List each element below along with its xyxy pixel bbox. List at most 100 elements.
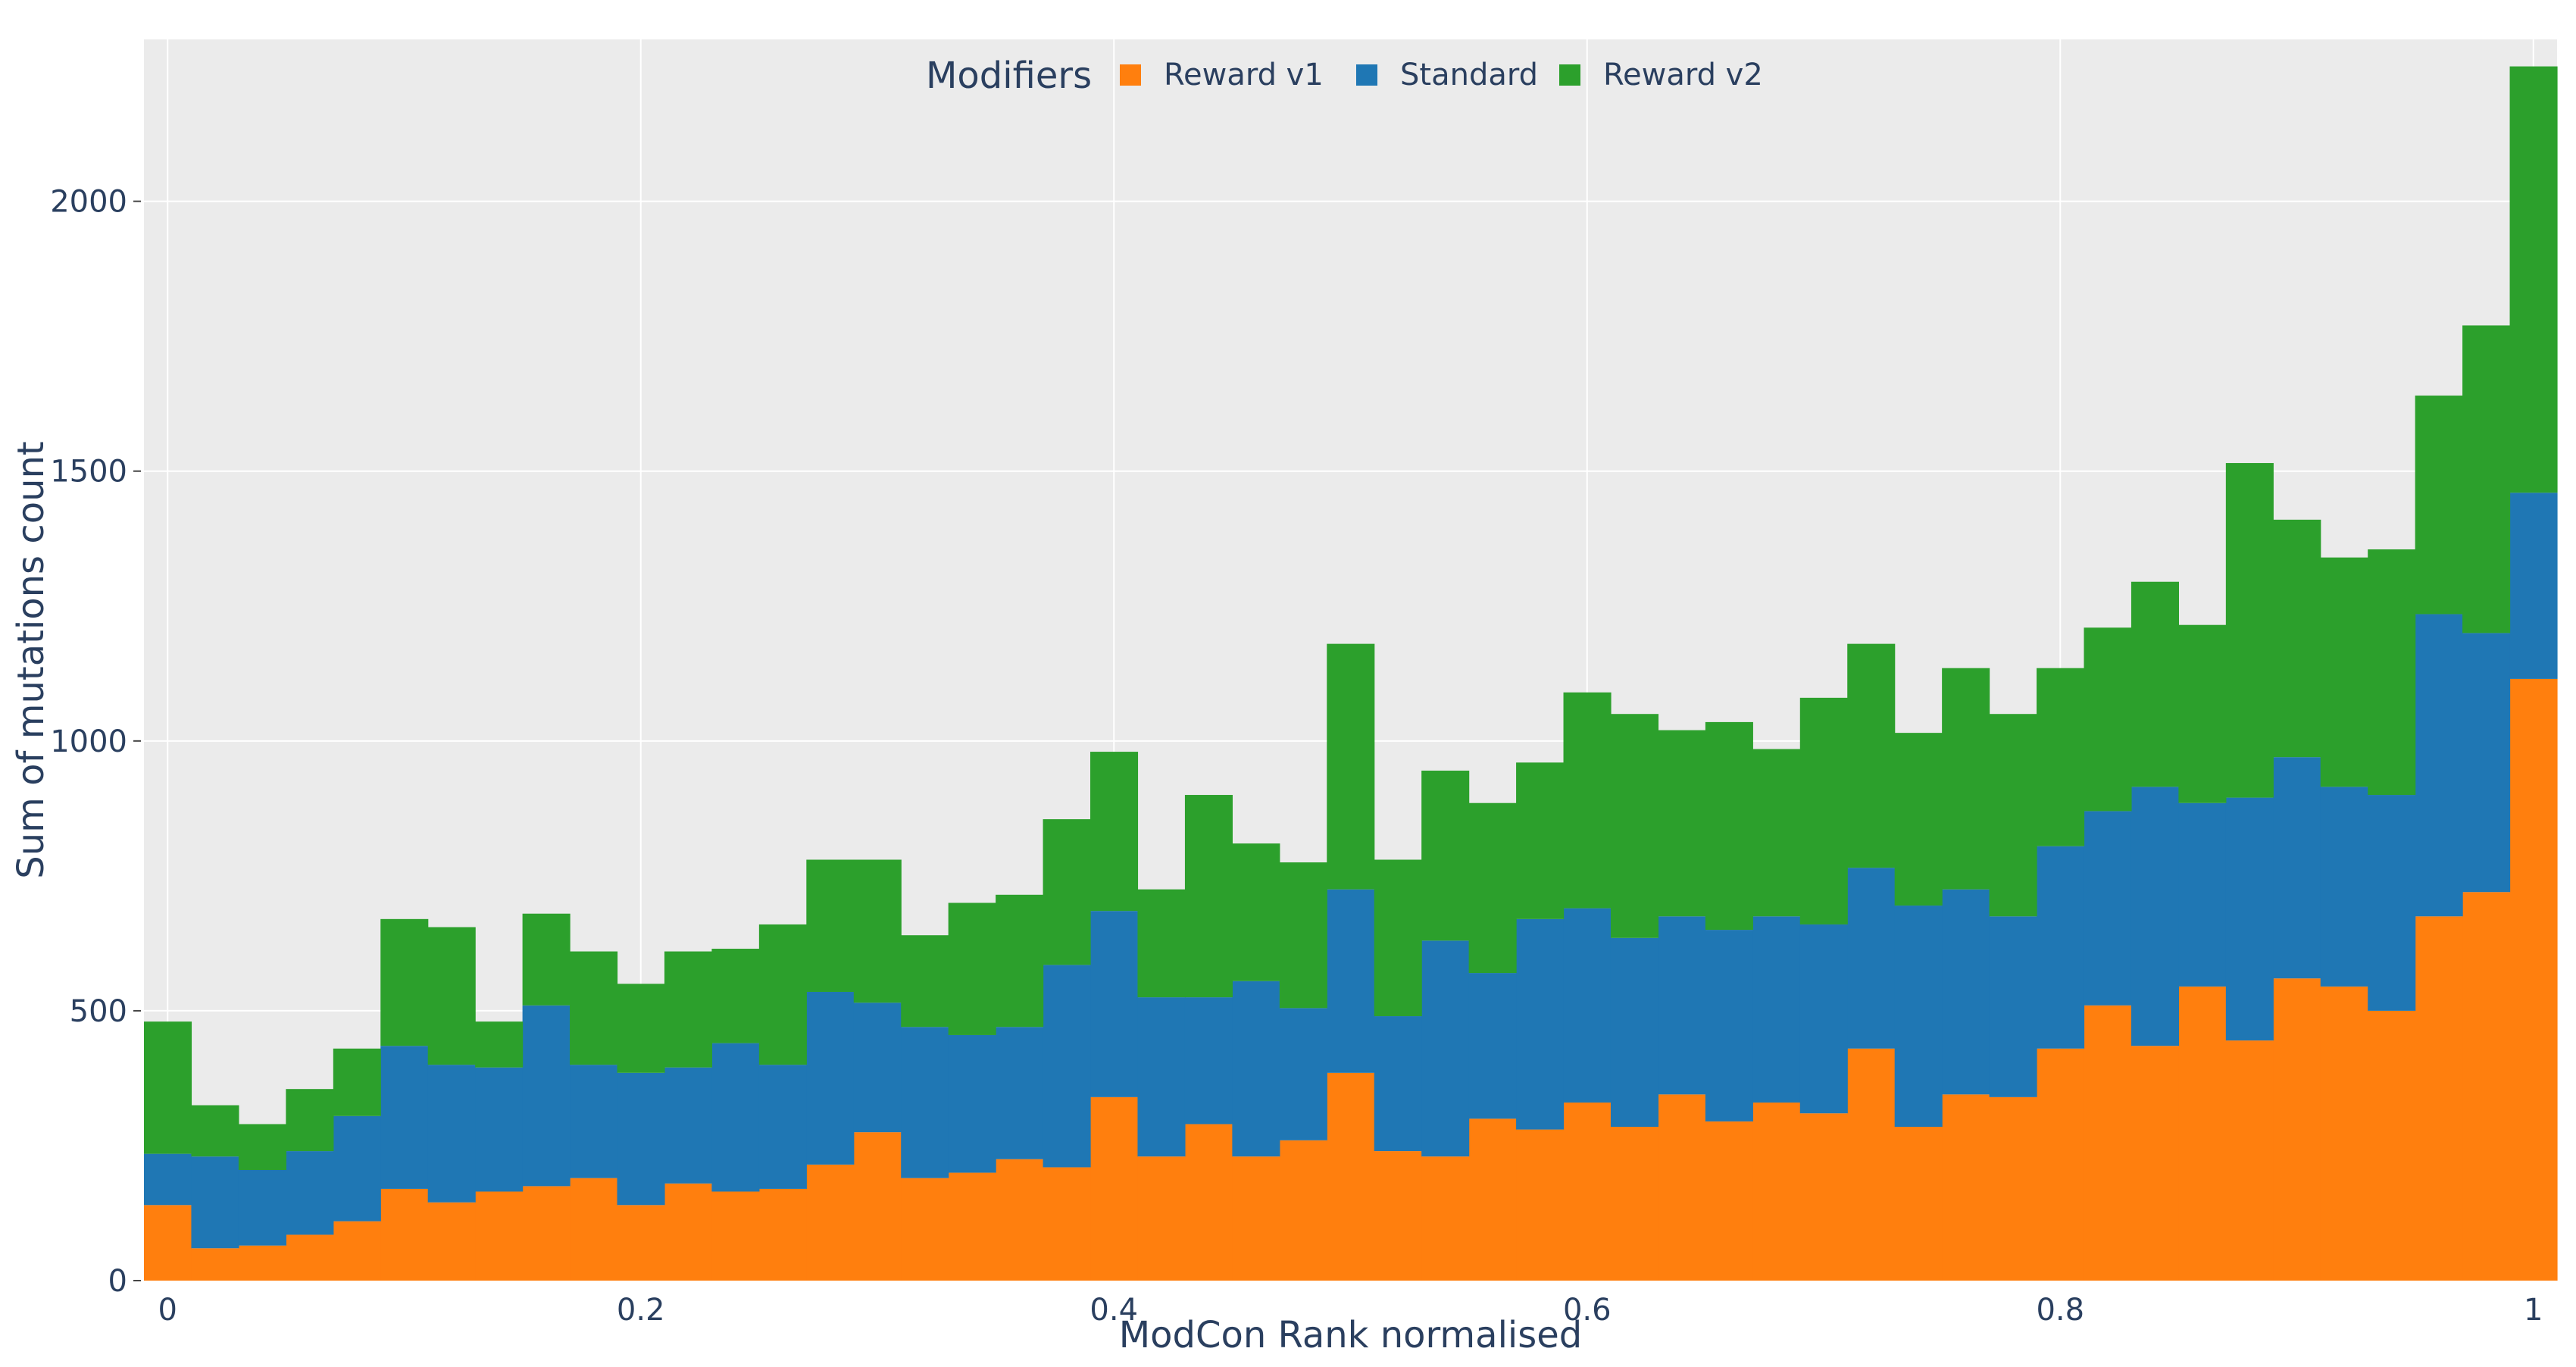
bar-reward-v2 — [664, 951, 713, 1068]
bar-standard — [1658, 916, 1706, 1095]
bar-standard — [1232, 981, 1280, 1157]
bar-standard — [2225, 797, 2274, 1041]
bar-reward-v2 — [2178, 624, 2227, 803]
bar-reward-v1 — [1184, 1124, 1233, 1281]
bar-reward-v1 — [1516, 1129, 1565, 1281]
bar-reward-v2 — [2320, 557, 2368, 787]
bar-reward-v1 — [286, 1234, 334, 1281]
bar-reward-v2 — [1847, 643, 1896, 868]
bar-standard — [1279, 1008, 1327, 1140]
bar-reward-v1 — [1752, 1102, 1801, 1281]
bar-reward-v1 — [1090, 1096, 1139, 1281]
bar-standard — [901, 1027, 949, 1178]
x-tick-label: 0.6 — [1563, 1293, 1612, 1328]
bar-reward-v1 — [2037, 1048, 2085, 1281]
bar-reward-v1 — [617, 1205, 665, 1281]
bar-standard — [427, 1065, 476, 1203]
bar-reward-v2 — [144, 1021, 192, 1154]
bar-standard — [617, 1072, 665, 1206]
x-tick-label: 1 — [2524, 1293, 2543, 1328]
bar-reward-v2 — [1658, 730, 1706, 917]
bar-reward-v1 — [1421, 1156, 1470, 1281]
y-tick-label: 0 — [108, 1264, 127, 1299]
bar-standard — [711, 1043, 760, 1192]
bar-reward-v2 — [617, 984, 665, 1073]
bar-reward-v1 — [1989, 1096, 2037, 1281]
bar-standard — [191, 1156, 239, 1249]
bar-reward-v2 — [333, 1048, 381, 1116]
bar-reward-v2 — [286, 1089, 334, 1152]
bar-reward-v1 — [1799, 1113, 1848, 1281]
bar-reward-v1 — [1847, 1048, 1896, 1281]
bar-reward-v2 — [2462, 325, 2511, 633]
bar-standard — [522, 1005, 571, 1187]
bar-reward-v1 — [1942, 1094, 1990, 1281]
bar-standard — [238, 1170, 286, 1246]
bar-reward-v2 — [758, 924, 807, 1065]
bar-reward-v1 — [1374, 1151, 1422, 1281]
bar-standard — [1799, 924, 1848, 1114]
y-tick-label: 500 — [70, 994, 127, 1029]
bar-reward-v2 — [1374, 859, 1422, 1017]
bar-reward-v2 — [2273, 519, 2321, 758]
bar-reward-v2 — [1468, 802, 1517, 974]
bar-reward-v1 — [1894, 1127, 1943, 1281]
bar-standard — [1043, 965, 1091, 1168]
bar-standard — [2131, 787, 2179, 1046]
bar-reward-v2 — [1421, 770, 1470, 941]
bar-reward-v1 — [1658, 1094, 1706, 1281]
bar-reward-v2 — [475, 1021, 524, 1068]
bar-reward-v1 — [570, 1178, 618, 1281]
bar-reward-v1 — [238, 1245, 286, 1281]
bar-standard — [2037, 846, 2085, 1049]
bar-reward-v1 — [2084, 1005, 2132, 1281]
bar-standard — [1847, 868, 1896, 1049]
bar-standard — [380, 1046, 429, 1189]
bar-standard — [2084, 811, 2132, 1006]
bar-reward-v1 — [333, 1221, 381, 1281]
y-tick-label: 1000 — [50, 724, 127, 759]
bar-reward-v1 — [711, 1191, 760, 1281]
bar-reward-v2 — [1043, 819, 1091, 965]
bar-standard — [1184, 997, 1233, 1125]
x-tick-label: 0 — [158, 1293, 177, 1328]
bar-reward-v2 — [2509, 66, 2558, 493]
bar-standard — [1421, 940, 1470, 1157]
bar-reward-v1 — [2462, 892, 2511, 1281]
bar-reward-v2 — [996, 894, 1044, 1028]
bar-standard — [2178, 802, 2227, 987]
bar-reward-v1 — [1232, 1156, 1280, 1281]
bar-reward-v2 — [1799, 697, 1848, 924]
bar-standard — [2415, 614, 2463, 917]
bar-reward-v2 — [2131, 581, 2179, 787]
bar-reward-v1 — [1043, 1167, 1091, 1281]
x-tick-label: 0.4 — [1089, 1293, 1138, 1328]
bar-standard — [1610, 937, 1659, 1128]
legend-swatch-reward-v1 — [1120, 64, 1141, 86]
bar-reward-v2 — [1705, 721, 1753, 931]
legend-title: Modifiers — [926, 55, 1092, 97]
bar-reward-v1 — [2273, 978, 2321, 1281]
bar-standard — [144, 1153, 192, 1206]
x-tick-label: 0.8 — [2036, 1293, 2084, 1328]
bar-reward-v2 — [1610, 714, 1659, 938]
bar-standard — [2509, 493, 2558, 679]
bar-reward-v1 — [522, 1186, 571, 1281]
bar-reward-v1 — [1137, 1156, 1186, 1281]
bar-reward-v2 — [1184, 795, 1233, 998]
bar-standard — [2368, 795, 2416, 1011]
bar-reward-v2 — [1516, 762, 1565, 919]
bar-reward-v1 — [1327, 1072, 1375, 1281]
bar-standard — [2462, 633, 2511, 893]
bar-reward-v2 — [2037, 668, 2085, 846]
bar-standard — [1705, 930, 1753, 1121]
bar-reward-v2 — [711, 949, 760, 1043]
bar-standard — [2273, 757, 2321, 979]
bar-reward-v1 — [2368, 1010, 2416, 1281]
bar-reward-v1 — [2225, 1040, 2274, 1281]
bar-reward-v2 — [2415, 396, 2463, 615]
bar-reward-v1 — [996, 1159, 1044, 1281]
legend-swatch-standard — [1356, 64, 1377, 86]
